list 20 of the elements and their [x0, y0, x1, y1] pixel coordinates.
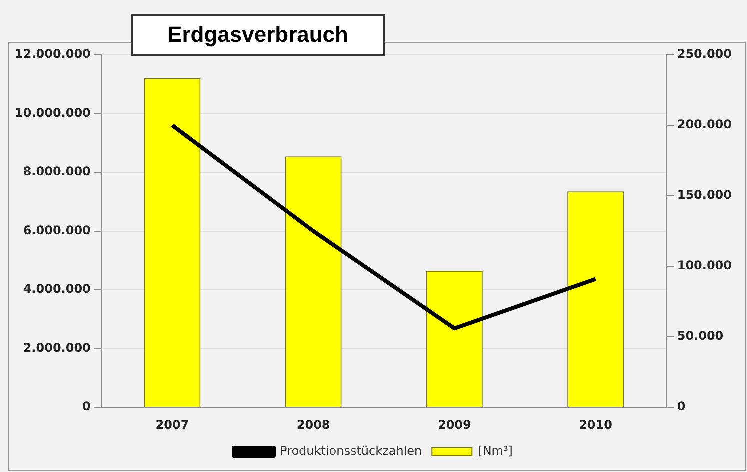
y-tick-label: 12.000.000: [14, 47, 91, 62]
x-tick-label: 2010: [579, 418, 612, 432]
y2-tick-label: 50.000: [677, 329, 724, 344]
legend-label: [Nm³]: [478, 444, 513, 458]
y2-tick-label: 100.000: [677, 258, 732, 273]
y-tick-label: 0: [82, 400, 91, 414]
x-tick-label: 2008: [296, 418, 330, 432]
y-tick-label: 4.000.000: [23, 282, 91, 296]
y-tick-label: 2.000.000: [23, 340, 91, 355]
x-tick-label: 2007: [156, 418, 190, 432]
y-tick-label: 8.000.000: [23, 164, 91, 179]
y-tick-label: 6.000.000: [23, 223, 91, 238]
y2-tick-label: 250.000: [677, 47, 732, 62]
y-tick-label: 10.000.000: [14, 106, 91, 120]
y2-tick-label: 200.000: [677, 118, 732, 132]
chart-title: Erdgasverbrauch: [131, 14, 385, 56]
y2-tick-label: 150.000: [677, 188, 732, 202]
x-tick-label: 2009: [438, 418, 472, 432]
y2-tick-label: 0: [677, 400, 686, 414]
legend-label: Produktionsstückzahlen: [280, 444, 422, 458]
